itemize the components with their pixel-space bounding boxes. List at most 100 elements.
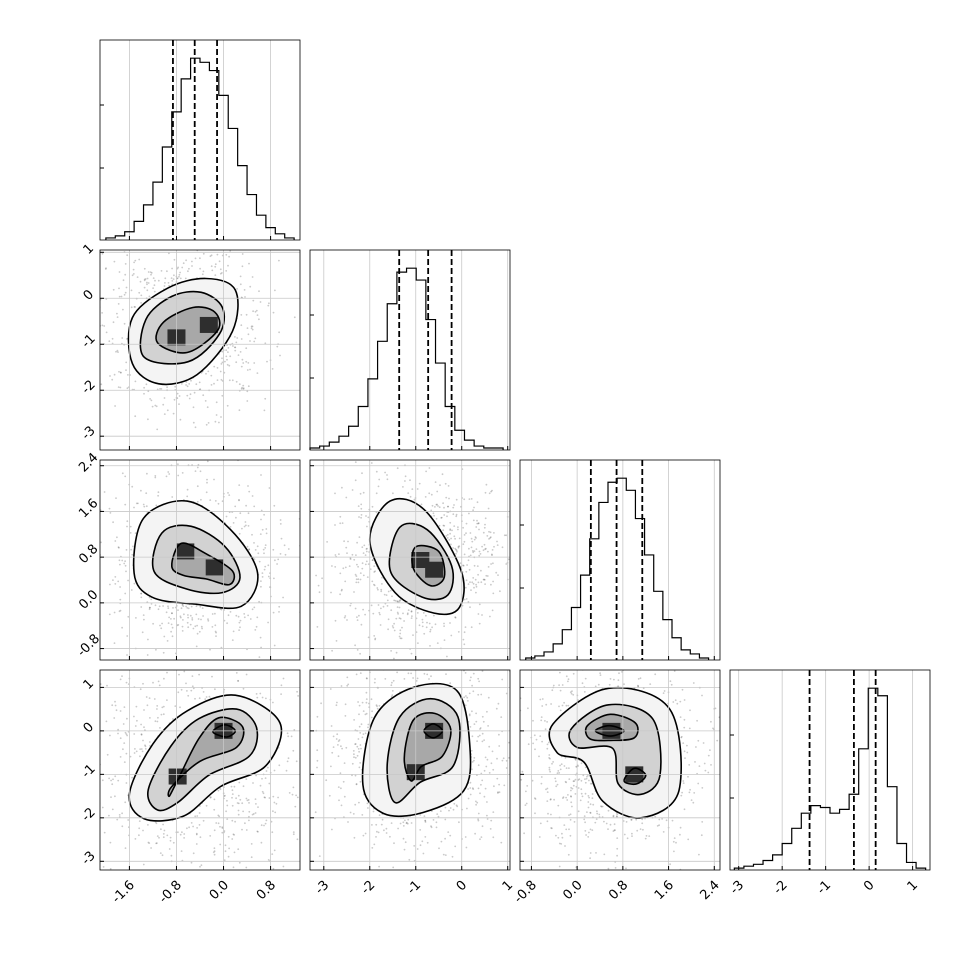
sample-point [246, 400, 249, 402]
sample-point [272, 311, 275, 314]
sample-point [577, 779, 580, 781]
sample-point [224, 871, 226, 873]
sample-point [251, 325, 254, 328]
sample-point [194, 426, 197, 429]
sample-point [308, 473, 310, 475]
panel-grid [310, 670, 510, 870]
sample-point [177, 266, 180, 269]
sample-point [240, 365, 243, 368]
panel-2d [310, 617, 510, 869]
sample-point [391, 681, 393, 684]
sample-point [335, 738, 338, 740]
sample-point [527, 743, 530, 746]
sample-point [260, 518, 262, 521]
sample-point [125, 752, 128, 755]
sample-point [214, 265, 217, 268]
sample-point [372, 810, 375, 813]
sample-point [395, 651, 398, 654]
sample-point [227, 614, 230, 617]
sample-point [123, 706, 126, 708]
sample-point [111, 704, 114, 707]
sample-point [131, 553, 134, 556]
sample-point [475, 720, 478, 723]
sample-point [456, 805, 459, 808]
sample-point [213, 798, 216, 801]
sample-point [357, 701, 359, 703]
sample-point [475, 537, 477, 539]
sample-point [192, 406, 195, 409]
sample-point [483, 769, 486, 772]
sample-point [427, 617, 429, 619]
sample-point [492, 580, 494, 583]
sample-point [253, 362, 256, 364]
sample-point [186, 607, 189, 609]
sample-point [125, 549, 128, 551]
sample-point [408, 858, 411, 861]
sample-point [316, 759, 319, 762]
sample-point [187, 616, 190, 619]
sample-point [301, 505, 303, 507]
sample-point [357, 738, 360, 740]
sample-point [213, 829, 216, 832]
sample-point [497, 702, 500, 705]
sample-point [362, 834, 365, 837]
sample-point [226, 622, 229, 625]
sample-point [471, 787, 474, 790]
sample-point [458, 821, 460, 824]
sample-point [226, 363, 229, 366]
sample-point [187, 626, 190, 629]
sample-point [564, 845, 566, 847]
sample-point [178, 643, 180, 645]
sample-point [365, 698, 368, 700]
sample-point [352, 813, 355, 815]
sample-point [472, 672, 475, 675]
sample-point [238, 484, 241, 486]
sample-point [123, 293, 126, 296]
sample-point [200, 498, 202, 501]
sample-point [223, 830, 226, 832]
sample-point [118, 370, 120, 373]
sample-point [105, 331, 108, 334]
panel-grid [129, 40, 271, 240]
sample-point [492, 768, 495, 771]
sample-point [349, 604, 352, 607]
sample-point [181, 603, 184, 606]
sample-point [380, 590, 383, 593]
sample-point [387, 618, 390, 621]
sample-point [339, 515, 342, 518]
sample-point [140, 723, 143, 726]
sample-point [160, 270, 163, 272]
sample-point [352, 750, 355, 752]
sample-point [484, 491, 487, 494]
sample-point [229, 250, 232, 252]
sample-point [360, 514, 363, 516]
sample-point [430, 825, 432, 828]
sample-point [483, 526, 486, 529]
sample-point [487, 725, 489, 727]
sample-point [211, 246, 213, 248]
sample-point [483, 578, 485, 581]
sample-point [119, 563, 121, 566]
sample-point [226, 818, 229, 820]
sample-point [481, 732, 484, 735]
sample-point [279, 354, 281, 357]
sample-point [489, 615, 491, 618]
sample-point [254, 549, 257, 551]
sample-point [226, 804, 229, 807]
sample-point [351, 489, 354, 491]
sample-point [568, 767, 570, 769]
sample-point [437, 668, 439, 670]
sample-point [401, 653, 403, 655]
sample-point [355, 554, 357, 556]
sample-point [238, 621, 241, 624]
sample-point [210, 645, 212, 647]
sample-point [107, 663, 109, 665]
sample-point [454, 645, 456, 647]
sample-point [265, 528, 268, 530]
sample-point [220, 378, 223, 381]
sample-point [492, 811, 495, 813]
sample-point [436, 490, 439, 493]
sample-point [116, 536, 118, 539]
sample-point [464, 704, 467, 707]
sample-point [477, 522, 480, 525]
